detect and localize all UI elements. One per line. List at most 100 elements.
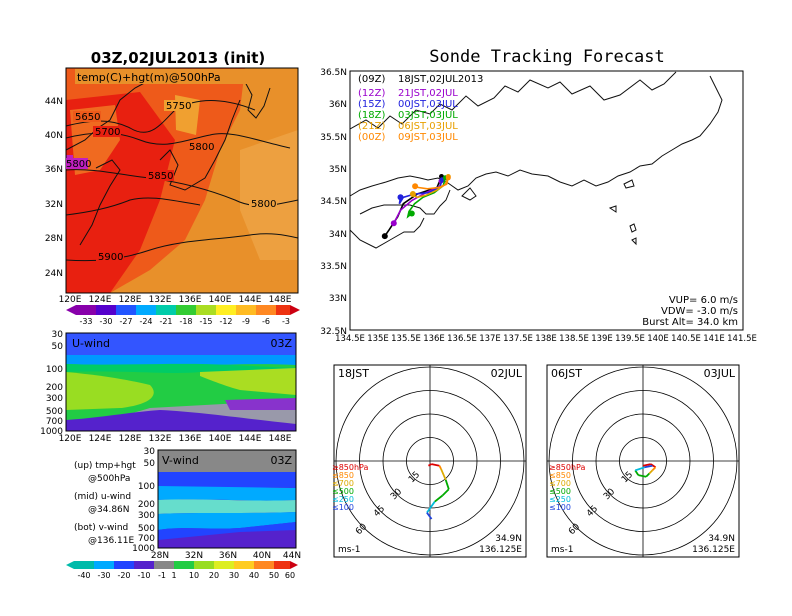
hodo-date: 02JUL	[491, 367, 523, 380]
left-lon-labels: 120E 124E 128E 132E 136E 140E 144E 148E	[59, 295, 292, 305]
hodo-unit: ms-1	[338, 545, 360, 555]
uwind-label: U-wind	[72, 337, 110, 350]
temperature-colorbar	[66, 305, 300, 315]
lon-label: 140E	[647, 334, 669, 344]
colorbar-label: -3	[282, 317, 290, 326]
legend-time: 09JST,03JUL	[398, 132, 458, 143]
legend-mid: (mid) u-wind	[74, 492, 131, 502]
pressure-label: 100	[46, 365, 63, 375]
landing-point	[397, 194, 404, 201]
panel-legend: (up) tmp+hgt @500hPa (mid) u-wind @34.86…	[74, 461, 136, 546]
lat-label: 34N	[329, 230, 347, 240]
level-label: ≤250	[549, 495, 571, 504]
colorbar-label: 10	[189, 571, 199, 580]
hodograph-segment	[634, 469, 640, 476]
hodograph-segment	[650, 463, 657, 469]
lon-label: 137E	[479, 334, 501, 344]
legend-code: (18Z)	[358, 110, 385, 121]
lat-label: 35N	[329, 165, 347, 175]
colorbar-label: -15	[199, 317, 212, 326]
contour-label: 5800	[66, 159, 91, 170]
legend-code: (00Z)	[358, 132, 385, 143]
sonde-tracks	[381, 174, 451, 240]
pressure-label: 200	[46, 383, 63, 393]
lat-label: 34.5N	[320, 197, 347, 207]
lon-label: 136E	[179, 295, 202, 305]
lon-label: 137.5E	[503, 334, 533, 344]
colorbar-label: -30	[99, 317, 112, 326]
hodograph-segment	[651, 466, 657, 472]
hodograph-left-trace	[426, 463, 450, 520]
colorbar-label: -24	[139, 317, 152, 326]
hodo-unit: ms-1	[551, 545, 573, 555]
colorbar-label: -27	[119, 317, 132, 326]
hodograph-segment	[644, 464, 653, 469]
legend-time: 18JST,02JUL2013	[398, 74, 483, 85]
colorbar-label: -12	[219, 317, 232, 326]
main-title: Sonde Tracking Forecast	[429, 47, 664, 67]
lon-label: 144E	[239, 295, 262, 305]
colorbar-label: 1	[171, 571, 176, 580]
hodograph-segment	[444, 479, 450, 490]
hodo-lon: 136.125E	[692, 545, 735, 555]
uwind-y-labels: 30 50 100 200 300 500 700 1000	[40, 330, 63, 437]
level-label: ≤700	[549, 479, 571, 488]
lat-label: 28N	[151, 551, 169, 561]
hodo-date: 03JUL	[704, 367, 736, 380]
lon-label: 139E	[591, 334, 613, 344]
hodograph-segment	[441, 488, 450, 497]
colorbar-label: -30	[97, 571, 110, 580]
uwind-x-labels: 120E 124E 128E 132E 136E 140E 144E 148E	[59, 434, 292, 444]
lon-label: 134.5E	[335, 334, 365, 344]
track-x-labels: 134.5E 135E 135.5E 136E 136.5E 137E 137.…	[335, 334, 757, 344]
vwind-x-labels: 28N 32N 36N 40N 44N	[151, 551, 301, 561]
lat-label: 35.5N	[320, 133, 347, 143]
lon-label: 141E	[703, 334, 725, 344]
landing-point	[412, 183, 419, 190]
hodograph-right: 06JST 03JUL ms-1 34.9N 136.125E 15 30 45…	[546, 364, 740, 558]
hodograph-segment	[426, 501, 436, 514]
colorbar-label: 20	[209, 571, 219, 580]
colorbar-label: -10	[137, 571, 150, 580]
lon-label: 148E	[269, 295, 292, 305]
wind-colorbar-labels: -40 -30 -20 -10 -1 1 10 20 30 40 50 60	[77, 571, 295, 580]
hodograph-segment	[431, 463, 440, 467]
level-label: ≤250	[332, 495, 354, 504]
legend-up-level: @500hPa	[88, 474, 130, 484]
pressure-label: 30	[144, 447, 156, 457]
pressure-label: 100	[138, 482, 155, 492]
hodograph-segment	[440, 468, 447, 481]
legend-code: (09Z)	[358, 74, 385, 85]
level-label: ≥850hPa	[332, 463, 369, 472]
vwind-y-labels: 30 50 100 200 300 500 700 1000	[132, 447, 155, 554]
contour-label: 5800	[189, 142, 214, 153]
hodo-time: 18JST	[338, 367, 369, 380]
colorbar-label: -21	[159, 317, 172, 326]
hodograph-segment	[426, 512, 433, 520]
lon-label: 136E	[423, 334, 445, 344]
colorbar-label: -20	[117, 571, 130, 580]
lat-label: 33.5N	[320, 262, 347, 272]
hodo-lon: 136.125E	[479, 545, 522, 555]
map-label: temp(C)+hgt(m)@500hPa	[77, 71, 221, 84]
lat-label: 28N	[45, 234, 63, 244]
lat-label: 32.5N	[320, 327, 347, 337]
lat-label: 32N	[185, 551, 203, 561]
lon-label: 124E	[89, 295, 112, 305]
temperature-colorbar-labels: -33 -30 -27 -24 -21 -18 -15 -12 -9 -6 -3	[79, 317, 290, 326]
colorbar-label: 60	[285, 571, 295, 580]
lat-label: 40N	[45, 131, 63, 141]
contour-label: 5850	[148, 171, 173, 182]
contour-label: 5700	[95, 127, 120, 138]
track-map	[349, 70, 744, 331]
hodo-lat: 34.9N	[708, 534, 735, 544]
lon-label: 120E	[59, 434, 82, 444]
level-label: ≤700	[332, 479, 354, 488]
uwind-panel: U-wind 03Z	[65, 332, 297, 432]
pressure-label: 500	[138, 524, 155, 534]
pressure-label: 300	[138, 511, 155, 521]
legend-code: (21Z)	[358, 121, 385, 132]
lon-label: 138.5E	[559, 334, 589, 344]
legend-time: 06JST,03JUL	[398, 121, 458, 132]
lon-label: 120E	[59, 295, 82, 305]
